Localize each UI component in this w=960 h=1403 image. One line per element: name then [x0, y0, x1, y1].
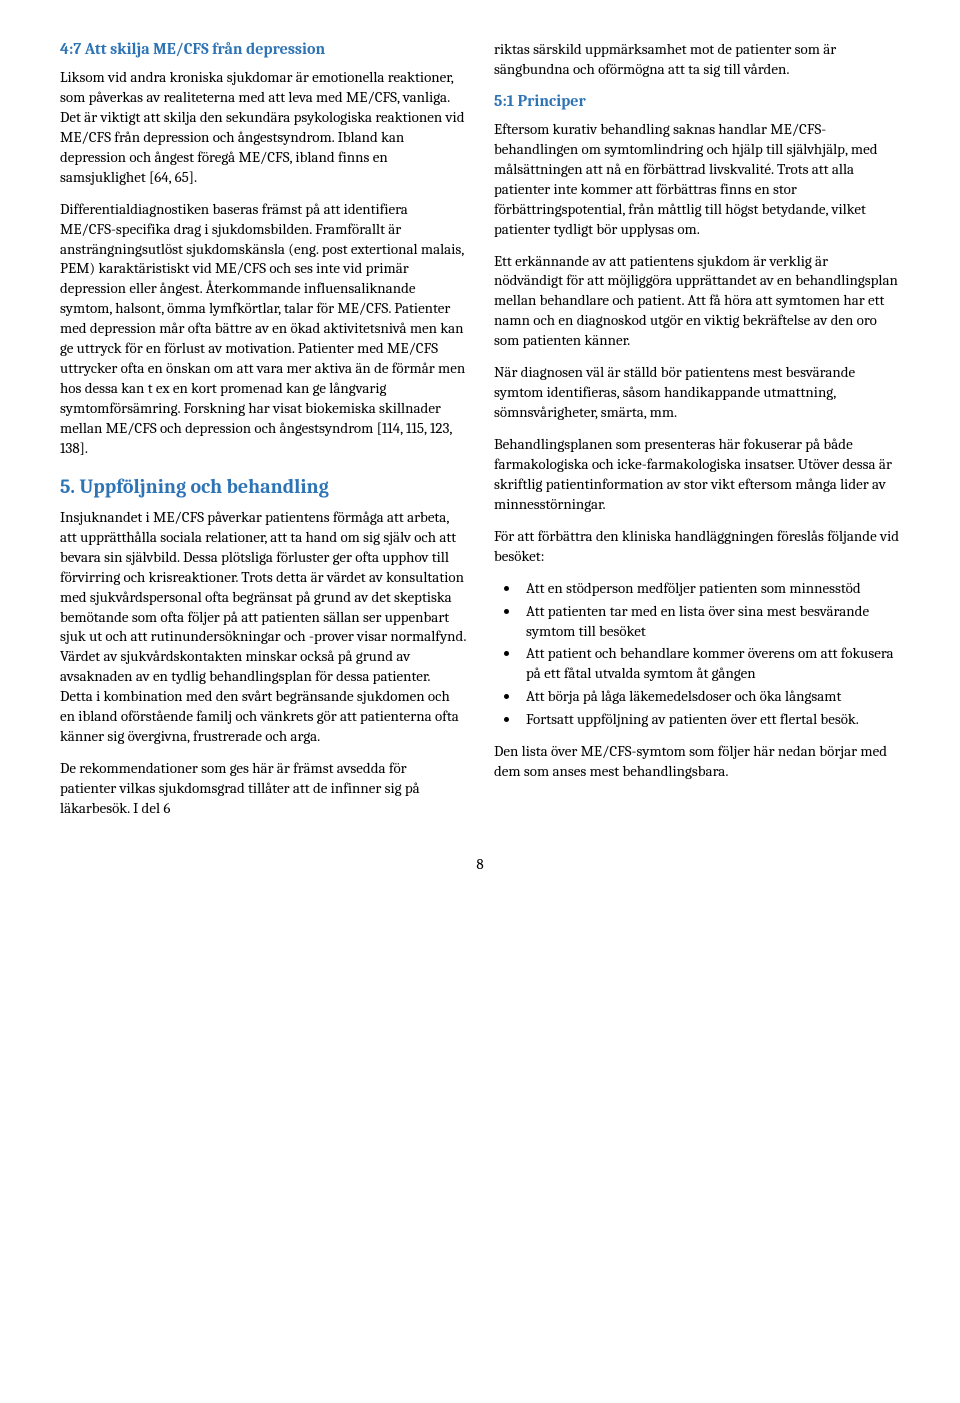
heading-5: 5. Uppföljning och behandling: [60, 475, 466, 498]
heading-4-7: 4:7 Att skilja ME/CFS från depression: [60, 40, 466, 58]
paragraph-4-7-2: Differentialdiagnostiken baseras främst …: [60, 200, 466, 459]
left-column: 4:7 Att skilja ME/CFS från depression Li…: [60, 40, 466, 831]
page-number: 8: [60, 855, 900, 873]
right-column: riktas särskild uppmärksamhet mot de pat…: [494, 40, 900, 831]
paragraph-5-intro-1: Insjuknandet i ME/CFS påverkar patienten…: [60, 508, 466, 747]
bullet-item: Att patienten tar med en lista över sina…: [520, 602, 900, 642]
paragraph-continuation: riktas särskild uppmärksamhet mot de pat…: [494, 40, 900, 80]
paragraph-5-1-2: Ett erkännande av att patientens sjukdom…: [494, 252, 900, 352]
paragraph-5-1-1: Eftersom kurativ behandling saknas handl…: [494, 120, 900, 240]
bullet-item: Fortsatt uppföljning av patienten över e…: [520, 710, 900, 730]
paragraph-5-1-6: Den lista över ME/CFS-symtom som följer …: [494, 742, 900, 782]
paragraph-4-7-1: Liksom vid andra kroniska sjukdomar är e…: [60, 68, 466, 188]
paragraph-5-1-3: När diagnosen väl är ställd bör patiente…: [494, 363, 900, 423]
heading-5-1: 5:1 Principer: [494, 92, 900, 110]
paragraph-5-1-5: För att förbättra den kliniska handläggn…: [494, 527, 900, 567]
paragraph-5-1-4: Behandlingsplanen som presenteras här fo…: [494, 435, 900, 515]
paragraph-5-intro-2: De rekommendationer som ges här är främs…: [60, 759, 466, 819]
bullet-item: Att patient och behandlare kommer överen…: [520, 644, 900, 684]
bullet-list: Att en stödperson medföljer patienten so…: [520, 579, 900, 731]
bullet-item: Att börja på låga läkemedelsdoser och ök…: [520, 687, 900, 707]
two-column-layout: 4:7 Att skilja ME/CFS från depression Li…: [60, 40, 900, 831]
bullet-item: Att en stödperson medföljer patienten so…: [520, 579, 900, 599]
